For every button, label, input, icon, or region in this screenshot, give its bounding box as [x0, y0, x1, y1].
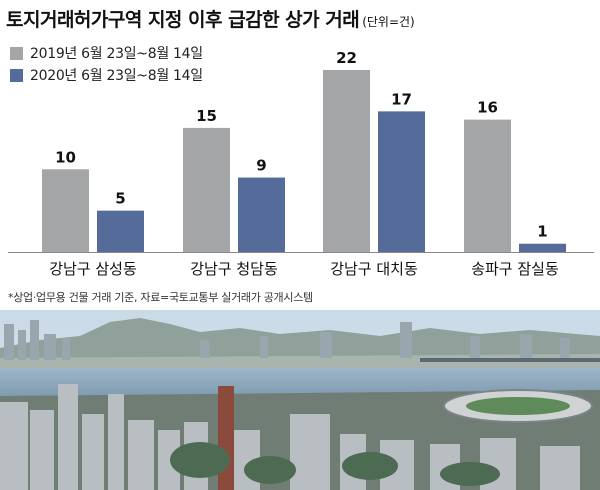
chart-title: 토지거래허가구역 지정 이후 급감한 상가 거래 (단위=건)	[6, 5, 596, 32]
value-label-2019-3: 16	[477, 99, 498, 117]
legend-label-2020: 2020년 6월 23일~8월 14일	[30, 68, 203, 84]
bar-2020-1	[238, 177, 285, 252]
value-label-2020-1: 9	[256, 157, 266, 175]
trees	[170, 442, 500, 486]
red-tower	[218, 386, 234, 490]
chart-title-main: 토지거래허가구역 지정 이후 급감한 상가 거래	[6, 9, 360, 31]
chart-unit-label: (단위=건)	[362, 15, 415, 29]
footnote: *상업·업무용 건물 거래 기준, 자료=국토교통부 실거래가 공개시스템	[8, 291, 313, 304]
bar-2020-0	[97, 210, 144, 252]
value-label-2019-0: 10	[55, 148, 76, 166]
legend-swatch-2020	[10, 68, 23, 82]
legend-item-2019: 2019년 6월 23일~8월 14일	[10, 42, 203, 64]
value-label-2020-0: 5	[115, 190, 125, 208]
legend-swatch-2019	[10, 46, 23, 60]
value-label-2019-1: 15	[196, 107, 217, 125]
category-label-0: 강남구 삼성동	[49, 260, 137, 278]
value-label-2020-2: 17	[391, 90, 412, 108]
value-label-2019-2: 22	[336, 49, 357, 67]
bar-2020-2	[378, 111, 425, 252]
city-skyline-photo	[0, 310, 600, 490]
bridge	[420, 358, 600, 362]
legend-label-2019: 2019년 6월 23일~8월 14일	[30, 46, 203, 62]
bar-2019-1	[183, 127, 230, 252]
bar-2020-3	[519, 243, 566, 252]
skyline-illustration	[0, 310, 600, 490]
category-label-3: 송파구 잠실동	[471, 260, 559, 278]
value-label-2020-3: 1	[537, 223, 547, 241]
bar-chart: 10 5 강남구 삼성동 15 9 강남구 청담동 22 17 강남구 대치동 16 1 송파구 잠실…	[8, 49, 594, 278]
category-label-2: 강남구 대치동	[330, 260, 418, 278]
legend: 2019년 6월 23일~8월 14일 2020년 6월 23일~8월 14일	[10, 42, 203, 86]
bar-2019-2	[323, 70, 370, 252]
bar-2019-3	[464, 119, 511, 253]
legend-item-2020: 2020년 6월 23일~8월 14일	[10, 64, 203, 86]
bar-2019-0	[42, 169, 89, 252]
stadium-field	[466, 397, 570, 415]
category-label-1: 강남구 청담동	[190, 260, 278, 278]
far-buildings	[4, 320, 570, 360]
